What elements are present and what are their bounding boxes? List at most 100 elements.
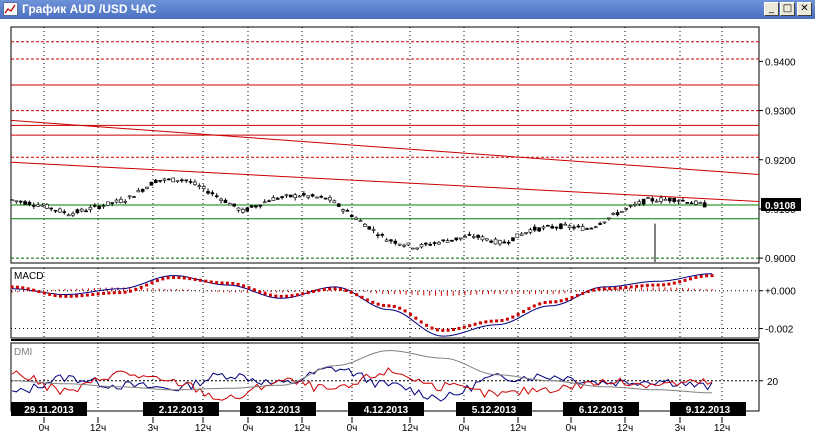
candle-body [66, 214, 71, 217]
candle-body [393, 240, 398, 244]
price-tick-label: 0.9200 [765, 156, 796, 167]
close-button[interactable]: ✕ [797, 2, 812, 16]
signal-point [640, 284, 644, 288]
signal-point [382, 303, 386, 307]
candle-body [694, 200, 698, 205]
candle-body [236, 207, 241, 211]
signal-point [699, 274, 703, 278]
signal-point [662, 283, 666, 287]
signal-point [161, 277, 165, 281]
hour-label: 12ч [714, 423, 730, 434]
signal-point [355, 293, 359, 297]
candle-body [511, 237, 515, 242]
candle-body [18, 200, 23, 203]
candle-body [406, 242, 411, 246]
candle-body [45, 204, 49, 209]
date-label-box [348, 402, 424, 416]
current-price-label: 0.9108 [765, 201, 796, 212]
macd-plot: +0.000 -0.002 [10, 273, 796, 337]
candle-body [149, 181, 154, 186]
candle-body [567, 225, 572, 228]
price-tick-label: 0.9000 [765, 254, 796, 265]
candle-body [188, 181, 193, 183]
candle-body [97, 205, 101, 209]
current-price-box [761, 197, 801, 211]
candle-body [302, 193, 306, 196]
candle-body [445, 240, 450, 243]
candle-body [471, 236, 476, 238]
candle-body [454, 237, 459, 241]
candle-body [371, 228, 376, 231]
hour-label: 12ч [402, 423, 418, 434]
candle-body [576, 225, 581, 228]
candle-body [689, 202, 694, 205]
signal-point [322, 288, 326, 292]
candle-body [580, 226, 585, 231]
candle-body [615, 212, 620, 216]
candle-body [228, 203, 232, 206]
signal-point [484, 320, 488, 324]
signal-point [274, 294, 278, 298]
signal-point [360, 295, 364, 299]
candle-body [284, 194, 289, 197]
signal-point [565, 297, 569, 301]
candle-body [485, 238, 489, 241]
signal-point [306, 291, 310, 295]
candle-body [572, 226, 576, 229]
candle-body [537, 227, 541, 232]
maximize-button[interactable]: □ [780, 2, 795, 16]
signal-point [247, 286, 251, 290]
signal-point [586, 290, 590, 294]
signal-point [112, 291, 116, 295]
candle-body [14, 200, 19, 203]
candle-body [672, 198, 676, 202]
signal-point [505, 317, 509, 321]
window-titlebar[interactable]: График AUD /USD ЧАС _ □ ✕ [0, 0, 815, 19]
candle-body [607, 217, 611, 220]
candle-body [589, 227, 594, 230]
hour-label: 0ч [347, 423, 358, 434]
signal-point [301, 292, 305, 296]
price-panel[interactable] [10, 26, 760, 264]
signal-point [441, 328, 445, 332]
dmi-panel[interactable] [10, 342, 760, 412]
candle-body [628, 205, 633, 207]
candle-body [62, 211, 67, 213]
signal-point [258, 290, 262, 294]
signal-point [430, 326, 434, 330]
candle-body [275, 197, 280, 200]
signal-point [570, 295, 574, 299]
signal-point [635, 284, 639, 288]
price-levels [10, 41, 760, 259]
candle-body [419, 244, 424, 248]
macd-panel[interactable] [10, 267, 760, 339]
candle-body [245, 207, 250, 212]
signal-point [608, 287, 612, 291]
candle-body [92, 205, 97, 207]
candle-body [554, 226, 559, 229]
candle-body [267, 200, 271, 203]
candle-body [241, 209, 245, 213]
candle-body [114, 199, 119, 203]
signal-point [683, 278, 687, 282]
minimize-button[interactable]: _ [764, 2, 779, 16]
signal-point [263, 292, 267, 296]
candle-body [171, 177, 175, 183]
signal-point [618, 286, 622, 290]
candle-body [384, 239, 389, 242]
date-label-box [456, 402, 532, 416]
signal-point [419, 320, 423, 324]
candle-body [559, 223, 563, 229]
candle-body [101, 205, 106, 208]
signal-point [387, 304, 391, 308]
signal-point [581, 291, 585, 295]
signal-point [527, 307, 531, 311]
candle-body [593, 226, 598, 228]
candle-body [88, 206, 93, 210]
date-label: 3.12.2013 [256, 405, 301, 416]
candle-body [110, 202, 114, 204]
signal-point [155, 279, 159, 283]
signal-point [317, 288, 321, 292]
adx-line [12, 350, 713, 394]
signal-point [204, 279, 208, 283]
